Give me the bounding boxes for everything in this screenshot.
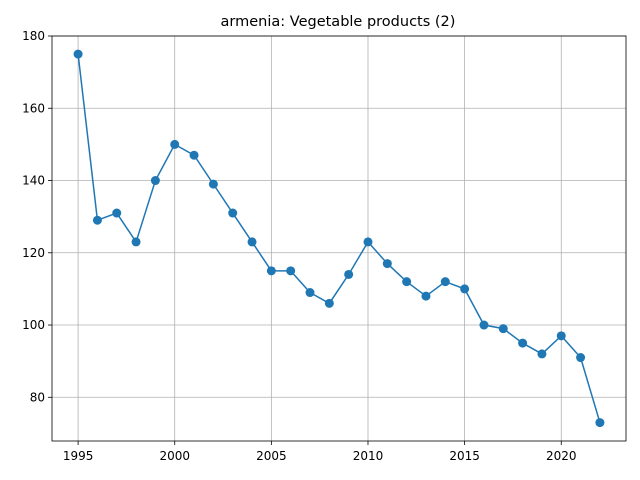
data-point <box>324 298 334 308</box>
data-point <box>460 284 470 294</box>
y-tick-label: 100 <box>22 318 45 332</box>
data-point <box>208 179 218 189</box>
plot-frame <box>51 35 627 442</box>
data-point <box>170 139 180 149</box>
x-tick-label: 2005 <box>256 449 287 463</box>
data-point <box>112 208 122 218</box>
data-point <box>150 176 160 186</box>
data-point <box>498 324 508 334</box>
y-tick-label: 140 <box>22 174 45 188</box>
data-point <box>73 49 83 59</box>
data-point <box>305 288 315 298</box>
data-point <box>382 259 392 269</box>
x-axis: 1995 2000 2005 2010 2015 2020 <box>63 441 577 463</box>
data-point <box>189 150 199 160</box>
y-tick-label: 160 <box>22 101 45 115</box>
x-tick-label: 2015 <box>449 449 480 463</box>
data-point <box>266 266 276 276</box>
data-point <box>92 215 102 225</box>
data-point <box>479 320 489 330</box>
y-tick-label: 180 <box>22 29 45 43</box>
series-line <box>77 53 601 423</box>
x-tick-label: 2020 <box>546 449 577 463</box>
series-polyline <box>77 53 601 423</box>
chart-title: armenia: Vegetable products (2) <box>221 14 456 30</box>
data-point <box>363 237 373 247</box>
data-point <box>228 208 238 218</box>
data-point <box>440 277 450 287</box>
data-point <box>576 353 586 363</box>
y-tick-label: 120 <box>22 246 45 260</box>
y-tick-label: 80 <box>30 390 45 404</box>
data-point <box>131 237 141 247</box>
x-tick-label: 2000 <box>159 449 190 463</box>
data-point <box>344 269 354 279</box>
y-axis: 80 100 120 140 160 180 <box>22 29 52 404</box>
data-point <box>595 418 605 428</box>
data-point <box>556 331 566 341</box>
x-tick-label: 2010 <box>353 449 384 463</box>
data-point <box>421 291 431 301</box>
data-points <box>73 49 605 428</box>
data-point <box>247 237 257 247</box>
x-tick-label: 1995 <box>63 449 94 463</box>
data-point <box>402 277 412 287</box>
data-point <box>537 349 547 359</box>
data-point <box>518 338 528 348</box>
data-point <box>286 266 296 276</box>
